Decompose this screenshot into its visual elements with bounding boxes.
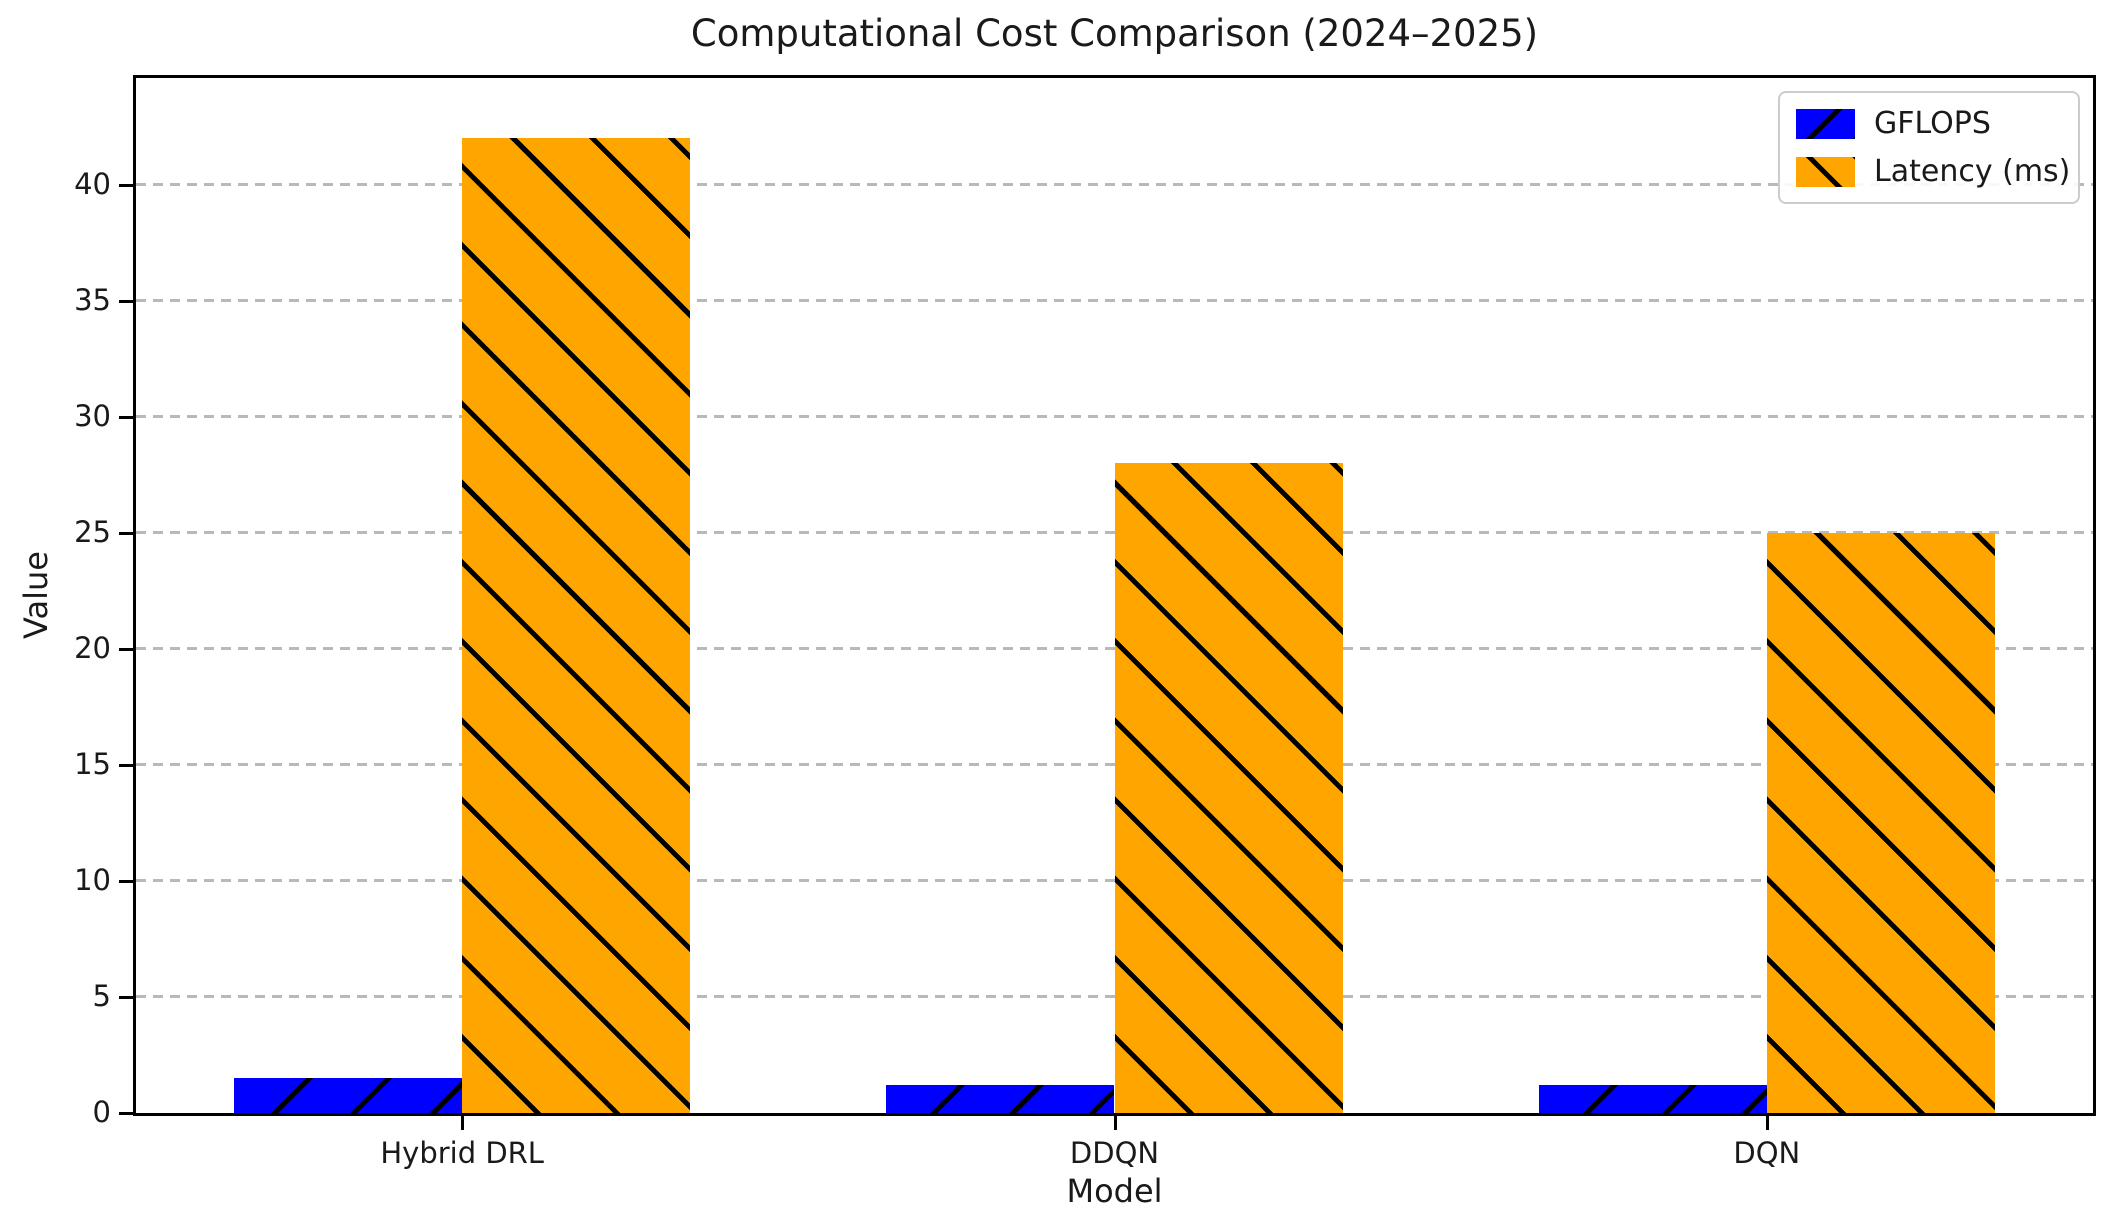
y-tick-mark (119, 879, 133, 883)
legend-label: Latency (ms) (1874, 154, 2071, 189)
x-tick-label: DDQN (1069, 1136, 1160, 1170)
y-tick-mark (119, 1112, 133, 1115)
y-tick-label: 15 (74, 746, 111, 781)
gridline-y-35 (136, 298, 2093, 302)
chart-title: Computational Cost Comparison (2024–2025… (690, 12, 1539, 55)
y-tick-label: 5 (92, 978, 111, 1013)
x-tick-mark (1113, 1116, 1117, 1130)
y-tick-mark (119, 995, 133, 999)
y-tick-mark (119, 531, 133, 535)
y-axis-label: Value (17, 551, 55, 639)
y-tick-mark (119, 415, 133, 419)
gridline-y-40 (136, 182, 2093, 186)
bar-latency-ms-ddqn (1114, 463, 1343, 1113)
bar-gflops-hybrid-drl (233, 1078, 463, 1113)
bar-latency-ms-hybrid-drl (462, 138, 691, 1113)
x-tick-label: DQN (1733, 1136, 1801, 1170)
gridline-y-30 (136, 414, 2093, 418)
y-tick-label: 25 (74, 514, 111, 549)
legend: GFLOPS Latency (ms) (1778, 91, 2080, 204)
bar-gflops-ddqn (886, 1085, 1115, 1113)
y-tick-mark (119, 183, 133, 187)
legend-item-gflops: GFLOPS (1796, 106, 2062, 141)
x-tick-mark (461, 1116, 465, 1130)
legend-item-latency-ms: Latency (ms) (1796, 154, 2070, 189)
y-tick-label: 0 (92, 1095, 111, 1129)
y-tick-label: 10 (74, 862, 111, 897)
plot-area (133, 75, 2096, 1116)
bar-gflops-dqn (1538, 1085, 1767, 1113)
y-tick-mark (119, 763, 133, 767)
x-tick-mark (1765, 1116, 1769, 1130)
y-tick-label: 40 (74, 166, 111, 201)
y-tick-label: 20 (74, 630, 111, 665)
legend-label: GFLOPS (1874, 106, 1991, 141)
legend-swatch (1796, 156, 1855, 187)
y-tick-mark (119, 647, 133, 651)
x-axis-label: Model (1066, 1172, 1163, 1210)
y-tick-mark (119, 299, 133, 303)
bar-latency-ms-dqn (1766, 532, 1996, 1113)
y-tick-label: 30 (74, 398, 111, 433)
x-tick-label: Hybrid DRL (380, 1136, 544, 1170)
legend-swatch (1796, 108, 1855, 139)
y-tick-label: 35 (74, 282, 111, 317)
